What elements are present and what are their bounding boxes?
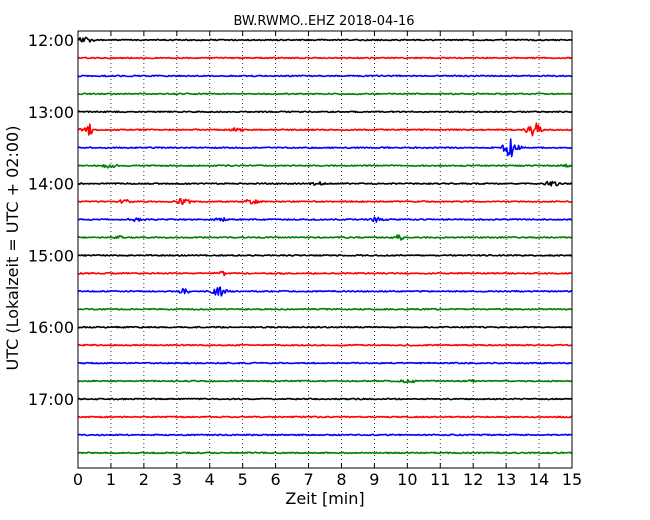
y-tick-label: 16:00 xyxy=(28,318,74,337)
x-tick-label: 9 xyxy=(369,470,379,489)
x-tick-label: 13 xyxy=(496,470,516,489)
x-tick-label: 7 xyxy=(303,470,313,489)
trace-line xyxy=(77,197,573,206)
x-tick-label: 6 xyxy=(271,470,281,489)
trace-line xyxy=(77,36,573,43)
trace-line xyxy=(77,110,573,114)
trace-line xyxy=(77,74,573,78)
trace-line xyxy=(77,379,573,384)
x-tick-label: 2 xyxy=(139,470,149,489)
trace-line xyxy=(77,325,573,329)
x-tick-label: 3 xyxy=(172,470,182,489)
trace-line xyxy=(77,451,573,455)
x-tick-label: 8 xyxy=(336,470,346,489)
trace-line xyxy=(77,163,573,169)
trace-line xyxy=(77,343,573,347)
chart-title: BW.RWMO..EHZ 2018-04-16 xyxy=(233,14,414,29)
trace-line xyxy=(77,180,573,187)
trace-line xyxy=(77,216,573,223)
x-axis-label: Zeit [min] xyxy=(285,489,364,508)
y-axis: 12:00 13:00 14:00 15:00 16:00 17:00 xyxy=(28,31,572,409)
x-tick-label: 14 xyxy=(529,470,549,489)
trace-line xyxy=(77,433,573,437)
y-tick-label: 15:00 xyxy=(28,246,74,265)
x-tick-label: 11 xyxy=(430,470,450,489)
x-tick-label: 10 xyxy=(397,470,417,489)
trace-line xyxy=(77,415,573,419)
trace-line xyxy=(77,122,573,137)
trace-line xyxy=(77,92,573,96)
x-tick-label: 15 xyxy=(562,470,582,489)
y-tick-label: 13:00 xyxy=(28,103,74,122)
y-axis-label: UTC (Lokalzeit = UTC + 02:00) xyxy=(3,126,22,371)
y-tick-label: 14:00 xyxy=(28,175,74,194)
x-tick-label: 0 xyxy=(73,470,83,489)
x-axis: 0 1 2 3 4 5 6 7 8 9 10 11 12 13 14 15 xyxy=(73,31,582,489)
y-tick-label: 12:00 xyxy=(28,31,74,50)
trace-line xyxy=(77,138,573,158)
trace-line xyxy=(77,397,573,401)
x-tick-label: 4 xyxy=(205,470,215,489)
traces-group xyxy=(77,36,573,455)
trace-line xyxy=(77,307,573,311)
trace-line xyxy=(77,234,573,241)
x-tick-label: 1 xyxy=(106,470,116,489)
trace-line xyxy=(77,361,573,365)
trace-line xyxy=(77,56,573,60)
trace-line xyxy=(77,286,573,297)
trace-line xyxy=(77,254,573,257)
trace-line xyxy=(77,270,573,277)
x-tick-label: 12 xyxy=(463,470,483,489)
x-tick-label: 5 xyxy=(238,470,248,489)
plot-frame xyxy=(77,30,573,469)
y-tick-label: 17:00 xyxy=(28,390,74,409)
grid-lines xyxy=(110,31,540,468)
